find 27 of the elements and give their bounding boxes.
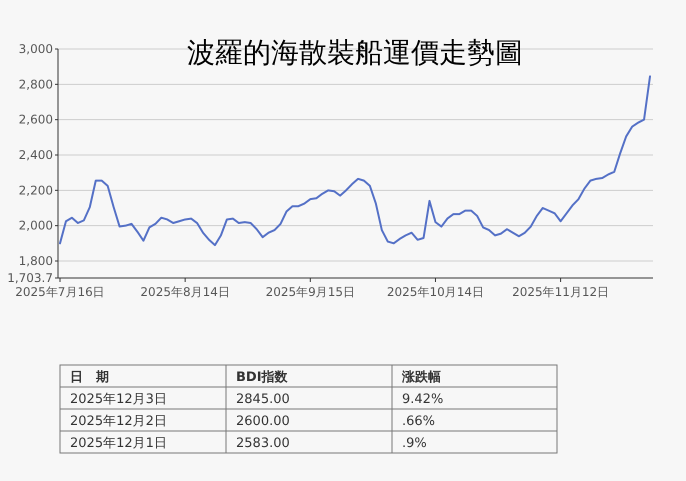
text: .66% (402, 414, 436, 429)
text: .9% (402, 436, 427, 451)
y-tick-label: 1,800 (18, 254, 53, 268)
y-tick-label: 2,800 (18, 77, 53, 92)
text: 2025年12月1日 (70, 436, 167, 451)
text: 涨跌幅 (401, 370, 441, 385)
text: 2583.00 (236, 436, 290, 451)
text: 2025年12月3日 (70, 392, 167, 407)
x-tick-label: 2025年9月15日 (266, 285, 356, 299)
text: 2845.00 (236, 392, 290, 407)
y-tick-label: 2,200 (18, 183, 53, 198)
text: 2025年12月2日 (70, 414, 167, 429)
x-tick-label: 2025年7月16日 (15, 285, 105, 299)
text: BDI指数 (236, 370, 289, 385)
text: 9.42% (402, 392, 444, 407)
text: 2600.00 (236, 414, 290, 429)
line-series (59, 75, 651, 246)
x-tick-label: 2025年10月14日 (386, 285, 484, 299)
y-tick-label: 2,000 (18, 218, 53, 233)
x-tick-label: 2025年8月14日 (140, 285, 230, 299)
y-tick-label: 2,400 (18, 148, 53, 162)
chart-title: 波羅的海散裝船運價走勢圖 (187, 36, 523, 69)
x-tick-label: 2025年11月12日 (512, 285, 610, 299)
y-tick-label: 2,600 (18, 112, 53, 127)
y-tick-label: 3,000 (18, 42, 53, 56)
text: 日 期 (70, 370, 109, 385)
y-tick-label: 1,703.7 (7, 271, 53, 285)
